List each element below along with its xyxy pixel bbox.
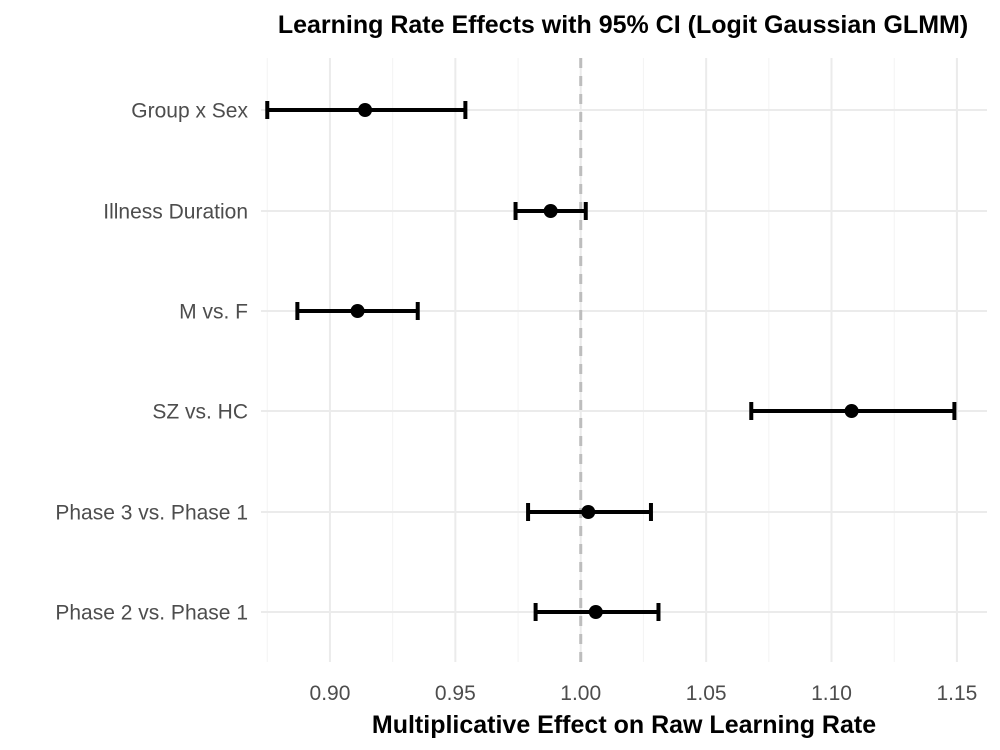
y-tick-label: Phase 3 vs. Phase 1 <box>55 502 248 525</box>
x-tick-label: 0.90 <box>310 682 351 705</box>
y-tick-label: SZ vs. HC <box>152 401 248 424</box>
x-tick-label: 1.10 <box>811 682 852 705</box>
y-tick-label: Phase 2 vs. Phase 1 <box>55 602 248 625</box>
x-tick-label: 1.00 <box>560 682 601 705</box>
y-tick-labels: Group x Sex Illness Duration M vs. F SZ vs.… <box>55 100 248 625</box>
grid <box>261 58 987 662</box>
x-tick-label: 1.15 <box>936 682 977 705</box>
x-tick-labels: 0.90 0.95 1.00 1.05 1.10 1.15 <box>310 682 978 705</box>
estimate-point <box>844 404 859 418</box>
x-tick-label: 1.05 <box>686 682 727 705</box>
estimate-point <box>358 103 373 117</box>
estimate-point <box>588 605 603 619</box>
x-tick-label: 0.95 <box>435 682 476 705</box>
data-marks <box>265 101 957 621</box>
y-tick-label: Group x Sex <box>131 100 248 123</box>
x-axis-label: Multiplicative Effect on Raw Learning Ra… <box>372 711 876 739</box>
y-tick-label: M vs. F <box>179 301 248 324</box>
y-tick-label: Illness Duration <box>103 201 248 224</box>
estimate-point <box>350 304 365 318</box>
estimate-point <box>543 204 558 218</box>
estimate-point <box>581 505 596 519</box>
chart-title: Learning Rate Effects with 95% CI (Logit… <box>278 11 968 39</box>
